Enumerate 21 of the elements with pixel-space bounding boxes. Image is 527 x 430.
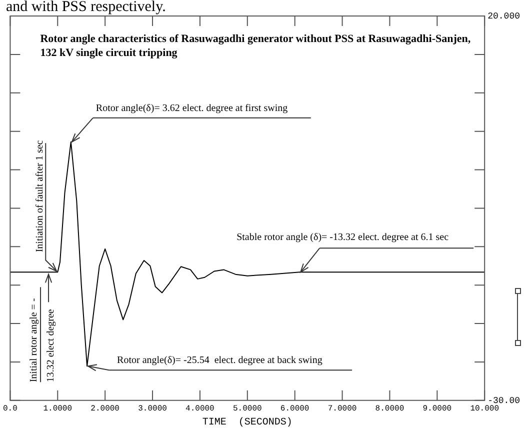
annotation: Stable rotor angle (δ)= -13.32 elect. degree at 6.1 sec [236,232,450,244]
x-tick-label: 6.0000 [280,404,310,414]
x-tick-label: 0.0 [3,404,18,414]
x-tick-label: 5.0000 [232,404,262,414]
annotation: Initiation of fault after 1 sec [34,140,46,252]
annotation: Initial rotor angle = - 13.32 elect degree [28,298,57,382]
x-tick-label: 4.0000 [186,404,215,414]
x-tick-label: 7.0000 [328,404,357,414]
x-tick-label: 9.0000 [422,404,452,414]
x-tick-label: 8.0000 [375,404,404,414]
y-tick-label: 20.000 [488,11,520,22]
x-tick-label: 3.0000 [138,404,168,414]
x-axis-title: TIME (SECONDS) [202,416,292,429]
annotation: Rotor angle(δ)= -25.54 elect. degree at back swing [117,355,322,366]
x-tick-label: 2.0000 [90,404,120,414]
text: Rotor angle characteristics of Rasuwagadhi generator without PSS at Rasuwagadhi-Sanjen, 132 kV single circuit tripping [40,33,471,59]
x-tick-label: 1.0000 [43,404,72,414]
text: and with PSS respectively. [6,0,166,15]
x-tick-label: 10.000 [470,404,500,414]
y-tick-label: -30.00 [488,396,520,406]
annotation: Rotor angle(δ)= 3.62 elect. degree at first swing [96,102,288,114]
